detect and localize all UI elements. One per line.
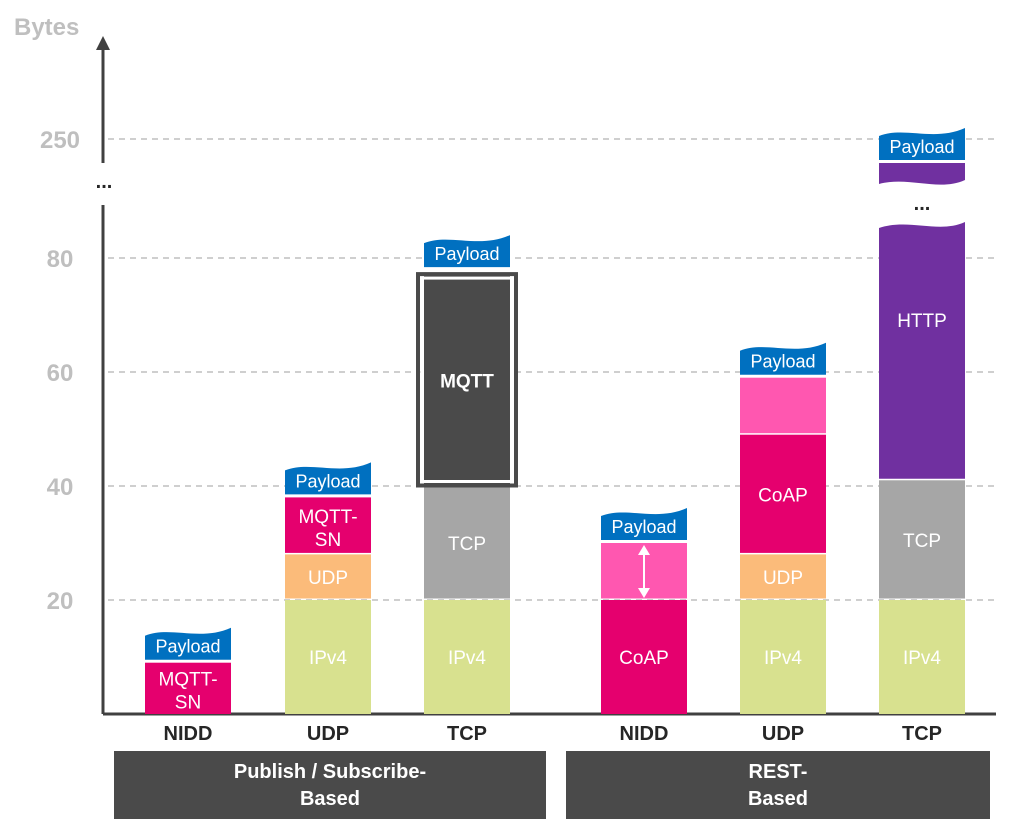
bar-segment bbox=[424, 275, 510, 485]
segment-label: IPv4 bbox=[903, 648, 941, 669]
bar-segment bbox=[740, 377, 826, 434]
range-arrow-head-top bbox=[638, 545, 650, 555]
y-tick-label: 250 bbox=[40, 127, 80, 154]
group-label-line2: Based bbox=[747, 788, 809, 810]
bar-segment-http bbox=[879, 222, 965, 479]
mqtt-outline-outer bbox=[416, 272, 518, 488]
x-category-label: NIDD bbox=[620, 723, 669, 745]
y-axis-arrowhead bbox=[96, 36, 110, 50]
x-category-label: TCP bbox=[902, 723, 942, 745]
x-category-label: TCP bbox=[447, 723, 487, 745]
bar-segment bbox=[601, 600, 687, 714]
bar-segment bbox=[424, 486, 510, 599]
payload-label: Payload bbox=[750, 352, 815, 372]
bar-segment bbox=[740, 554, 826, 599]
segment-label: IPv4 bbox=[309, 648, 347, 669]
segment-label: SN bbox=[175, 692, 201, 713]
group-label-line2: Based bbox=[299, 788, 361, 810]
group-label-rest: REST- Based bbox=[566, 751, 990, 819]
y-tick-label: 80 bbox=[47, 246, 74, 273]
payload-flag bbox=[740, 342, 826, 375]
payload-flag bbox=[285, 462, 371, 495]
payload-label: Payload bbox=[611, 517, 676, 537]
segment-label: MQTT bbox=[440, 372, 494, 393]
bar-segment bbox=[145, 662, 231, 714]
y-tick-label: 40 bbox=[47, 474, 74, 501]
payload-label: Payload bbox=[295, 471, 360, 491]
segment-label: UDP bbox=[763, 568, 803, 589]
bar-segment bbox=[424, 600, 510, 714]
bar-segment bbox=[879, 480, 965, 599]
payload-label: Payload bbox=[889, 137, 954, 157]
segment-label-http: HTTP bbox=[897, 311, 947, 332]
x-category-label: UDP bbox=[307, 723, 349, 745]
payload-label: Payload bbox=[434, 244, 499, 264]
group-label-line1: Publish / Subscribe- bbox=[233, 761, 427, 783]
bar-segment bbox=[285, 497, 371, 553]
payload-flag bbox=[145, 627, 231, 660]
payload-flag bbox=[879, 128, 965, 160]
segment-label: TCP bbox=[903, 531, 941, 552]
bar-segment bbox=[879, 600, 965, 714]
y-axis-break-symbol: ... bbox=[96, 171, 113, 193]
group-label-line1: REST- bbox=[748, 761, 808, 783]
segment-label: SN bbox=[315, 530, 341, 551]
segment-label: MQTT- bbox=[158, 669, 217, 690]
group-label-publish-subscribe: Publish / Subscribe- Based bbox=[114, 751, 546, 819]
segment-label: IPv4 bbox=[448, 648, 486, 669]
range-arrow-head-bottom bbox=[638, 588, 650, 598]
segment-label: CoAP bbox=[619, 648, 669, 669]
bar-segment bbox=[740, 600, 826, 714]
mqtt-outline-inner bbox=[420, 276, 514, 483]
x-category-label: NIDD bbox=[164, 723, 213, 745]
y-tick-label: 20 bbox=[47, 588, 74, 615]
bar-segment-http-top bbox=[879, 163, 965, 185]
bar-segment bbox=[285, 600, 371, 714]
segment-label: TCP bbox=[448, 534, 486, 555]
break-symbol: ... bbox=[914, 193, 931, 215]
payload-flag bbox=[424, 235, 510, 268]
payload-label: Payload bbox=[155, 637, 220, 657]
x-category-label: UDP bbox=[762, 723, 804, 745]
segment-label: UDP bbox=[308, 568, 348, 589]
payload-flag bbox=[601, 508, 687, 540]
y-axis-label: Bytes bbox=[14, 14, 80, 41]
segment-label: IPv4 bbox=[764, 648, 802, 669]
segment-label: CoAP bbox=[758, 486, 808, 507]
y-tick-label: 60 bbox=[47, 360, 74, 387]
bar-segment bbox=[285, 554, 371, 599]
segment-label: MQTT- bbox=[298, 507, 357, 528]
bar-segment bbox=[740, 434, 826, 553]
